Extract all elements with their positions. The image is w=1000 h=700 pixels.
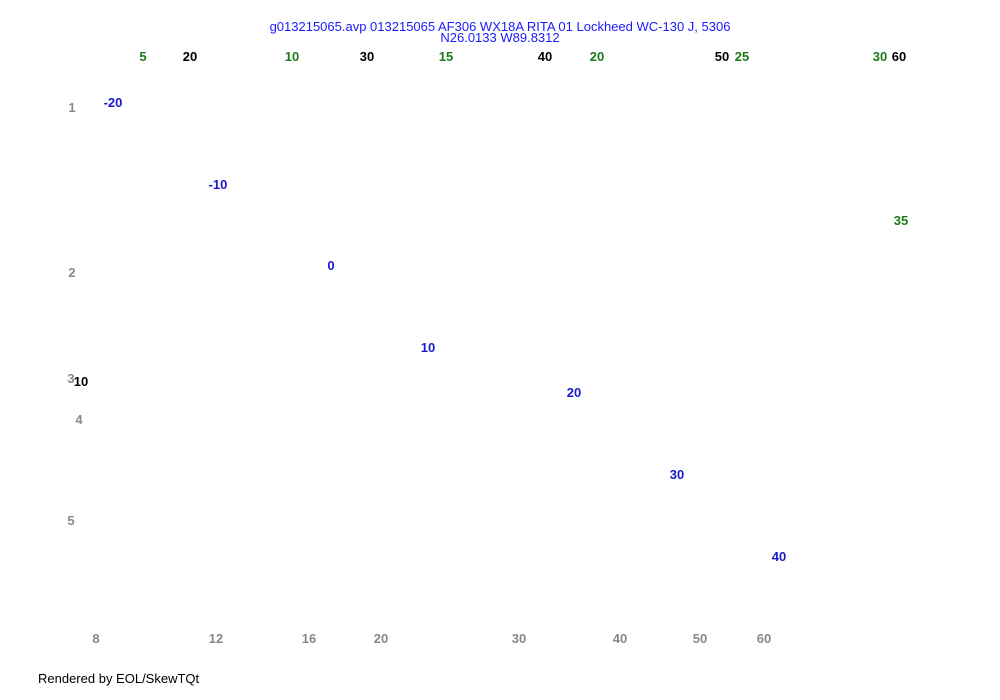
mixing-ratio-label: 35 xyxy=(894,213,908,228)
mixing-ratio-label: 15 xyxy=(439,49,453,64)
dry-adiabat-label: 60 xyxy=(892,49,906,64)
height-label: 3 xyxy=(67,371,74,386)
mixing-ratio-label: 20 xyxy=(590,49,604,64)
bottom-axis-label: 8 xyxy=(92,631,99,646)
chart-subtitle: N26.0133 W89.8312 xyxy=(440,30,559,45)
dry-adiabat-label: 50 xyxy=(715,49,729,64)
mixing-ratio-label: 25 xyxy=(735,49,749,64)
height-label: 4 xyxy=(75,412,83,427)
height-label: 2 xyxy=(68,265,75,280)
isotherm-label: 10 xyxy=(421,340,435,355)
mixing-ratio-label: 30 xyxy=(873,49,887,64)
isotherm-label: 40 xyxy=(772,549,786,564)
isotherm-label: -10 xyxy=(209,177,228,192)
dry-adiabat-label: 30 xyxy=(360,49,374,64)
bottom-axis-label: 40 xyxy=(613,631,627,646)
bottom-axis-label: 16 xyxy=(302,631,316,646)
isotherm-label: 20 xyxy=(567,385,581,400)
isotherm-label: 0 xyxy=(327,258,334,273)
height-label: 5 xyxy=(67,513,74,528)
chart-title: g013215065.avp 013215065 AF306 WX18A RIT… xyxy=(270,19,731,34)
mixing-ratio-label: 10 xyxy=(285,49,299,64)
bottom-axis-label: 20 xyxy=(374,631,388,646)
mixing-ratio-label: 5 xyxy=(139,49,146,64)
axis-labels: 6007008009001000-20-10010203040102030405… xyxy=(67,49,908,646)
bottom-axis-label: 30 xyxy=(512,631,526,646)
bottom-axis-label: 12 xyxy=(209,631,223,646)
isotherm-label: 30 xyxy=(670,467,684,482)
dry-adiabat-label: 10 xyxy=(74,374,88,389)
height-label: 1 xyxy=(68,100,75,115)
isotherm-label: -20 xyxy=(104,95,123,110)
dry-adiabat-label: 40 xyxy=(538,49,552,64)
dry-adiabat-label: 20 xyxy=(183,49,197,64)
bottom-axis-label: 50 xyxy=(693,631,707,646)
footer-credit: Rendered by EOL/SkewTQt xyxy=(38,671,200,686)
bottom-axis-label: 60 xyxy=(757,631,771,646)
